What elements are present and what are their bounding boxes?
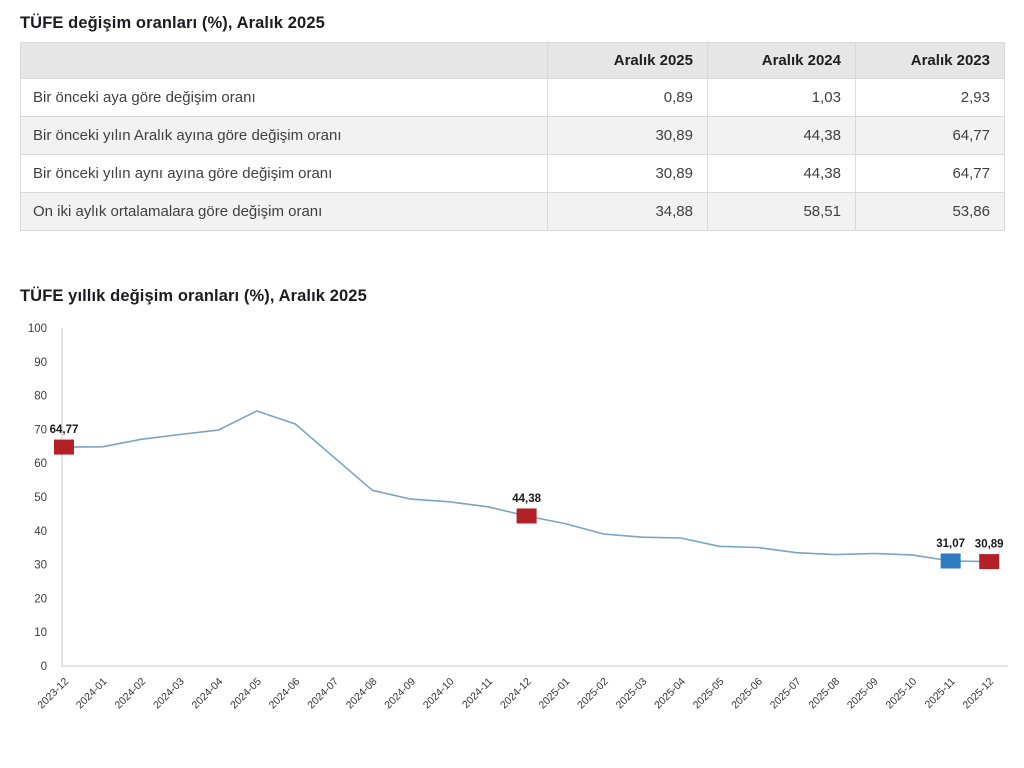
column-header-aralik-2023: Aralık 2023 <box>855 42 1005 79</box>
y-axis-tick-label: 0 <box>41 661 47 673</box>
y-axis-tick-label: 30 <box>34 560 47 572</box>
column-header-aralik-2024: Aralık 2024 <box>707 42 856 79</box>
data-marker-label: 31,07 <box>936 538 965 550</box>
row-value: 34,88 <box>547 192 708 231</box>
row-label: Bir önceki aya göre değişim oranı <box>20 78 548 117</box>
row-value: 44,38 <box>707 154 856 193</box>
row-value: 30,89 <box>547 116 708 155</box>
y-axis-tick-label: 100 <box>28 323 47 335</box>
table-row: Bir önceki aya göre değişim oranı 0,89 1… <box>20 78 1005 117</box>
data-marker <box>516 508 537 524</box>
table-title: TÜFE değişim oranları (%), Aralık 2025 <box>20 14 325 32</box>
y-axis-tick-label: 60 <box>34 458 47 470</box>
x-axis-tick-label: 2025-04 <box>652 676 688 712</box>
line-chart-svg: 0 10 20 30 40 50 60 70 80 90 100 64,77 44,38 31,07 30,… <box>28 323 1008 712</box>
row-value: 58,51 <box>707 192 856 231</box>
row-value: 0,89 <box>547 78 708 117</box>
row-value: 64,77 <box>855 116 1005 155</box>
x-axis-tick-label: 2024-12 <box>498 676 534 712</box>
chart-line <box>63 410 990 563</box>
row-value: 64,77 <box>855 154 1005 193</box>
table-row: On iki aylık ortalamalara göre değişim o… <box>20 192 1005 231</box>
x-axis-tick-label: 2024-02 <box>112 676 148 712</box>
y-axis-tick-label: 90 <box>34 357 47 369</box>
row-label: Bir önceki yılın Aralık ayına göre değiş… <box>20 116 548 155</box>
row-label: On iki aylık ortalamalara göre değişim o… <box>20 192 548 231</box>
data-marker <box>940 553 961 569</box>
annual-cpi-line-chart: 0 10 20 30 40 50 60 70 80 90 100 64,77 44,38 31,07 30,… <box>20 316 1024 744</box>
x-axis-tick-label: 2024-05 <box>228 676 264 712</box>
x-axis-tick-label: 2024-07 <box>305 676 341 712</box>
x-axis-tick-label: 2025-11 <box>923 676 958 711</box>
table-corner-cell <box>20 42 548 79</box>
x-axis-tick-label: 2024-06 <box>267 676 303 712</box>
y-axis-tick-label: 70 <box>34 424 47 436</box>
data-marker-label: 30,89 <box>975 539 1004 551</box>
y-axis-tick-label: 50 <box>34 492 47 504</box>
table-row: Bir önceki yılın Aralık ayına göre değiş… <box>20 116 1005 155</box>
x-axis-tick-label: 2025-07 <box>768 676 804 712</box>
x-axis-tick-label: 2025-02 <box>575 676 611 712</box>
x-axis-tick-label: 2024-10 <box>421 676 457 712</box>
y-axis-tick-label: 80 <box>34 391 47 403</box>
y-axis-tick-label: 10 <box>34 627 47 639</box>
row-label: Bir önceki yılın aynı ayına göre değişim… <box>20 154 548 193</box>
column-header-aralik-2025: Aralık 2025 <box>547 42 708 79</box>
x-axis-tick-label: 2025-06 <box>729 676 765 712</box>
x-axis-tick-label: 2025-08 <box>806 676 842 712</box>
x-axis-tick-label: 2024-09 <box>382 676 418 712</box>
x-axis-tick-label: 2025-10 <box>883 676 919 712</box>
data-marker <box>979 554 1000 570</box>
data-marker <box>54 439 74 455</box>
x-axis-tick-label: 2025-12 <box>961 676 997 712</box>
row-value: 30,89 <box>547 154 708 193</box>
y-axis-tick-label: 40 <box>34 526 47 538</box>
data-marker-label: 64,77 <box>50 424 79 436</box>
x-axis-tick-label: 2024-04 <box>190 676 226 712</box>
x-axis-tick-label: 2024-03 <box>151 676 187 712</box>
chart-title: TÜFE yıllık değişim oranları (%), Aralık… <box>20 287 367 305</box>
table-row: Bir önceki yılın aynı ayına göre değişim… <box>20 154 1005 193</box>
x-axis-tick-label: 2024-01 <box>74 676 110 712</box>
bulletin-page: TÜFE değişim oranları (%), Aralık 2025 A… <box>20 14 1024 744</box>
x-axis-tick-label: 2025-01 <box>537 676 573 712</box>
x-axis-tick-label: 2025-05 <box>691 676 727 712</box>
x-axis-tick-label: 2025-03 <box>614 676 650 712</box>
table-header-row: Aralık 2025 Aralık 2024 Aralık 2023 <box>20 42 1005 79</box>
row-value: 53,86 <box>855 192 1005 231</box>
x-axis-tick-label: 2024-08 <box>344 676 380 712</box>
x-axis-tick-label: 2024-11 <box>460 676 495 711</box>
data-marker-label: 44,38 <box>512 493 541 505</box>
cpi-change-table: Aralık 2025 Aralık 2024 Aralık 2023 Bir … <box>20 42 1005 231</box>
row-value: 2,93 <box>855 78 1005 117</box>
row-value: 1,03 <box>707 78 856 117</box>
y-axis-tick-label: 20 <box>34 593 47 605</box>
x-axis-tick-label: 2023-12 <box>35 676 71 712</box>
x-axis-tick-label: 2025-09 <box>845 676 881 712</box>
row-value: 44,38 <box>707 116 856 155</box>
